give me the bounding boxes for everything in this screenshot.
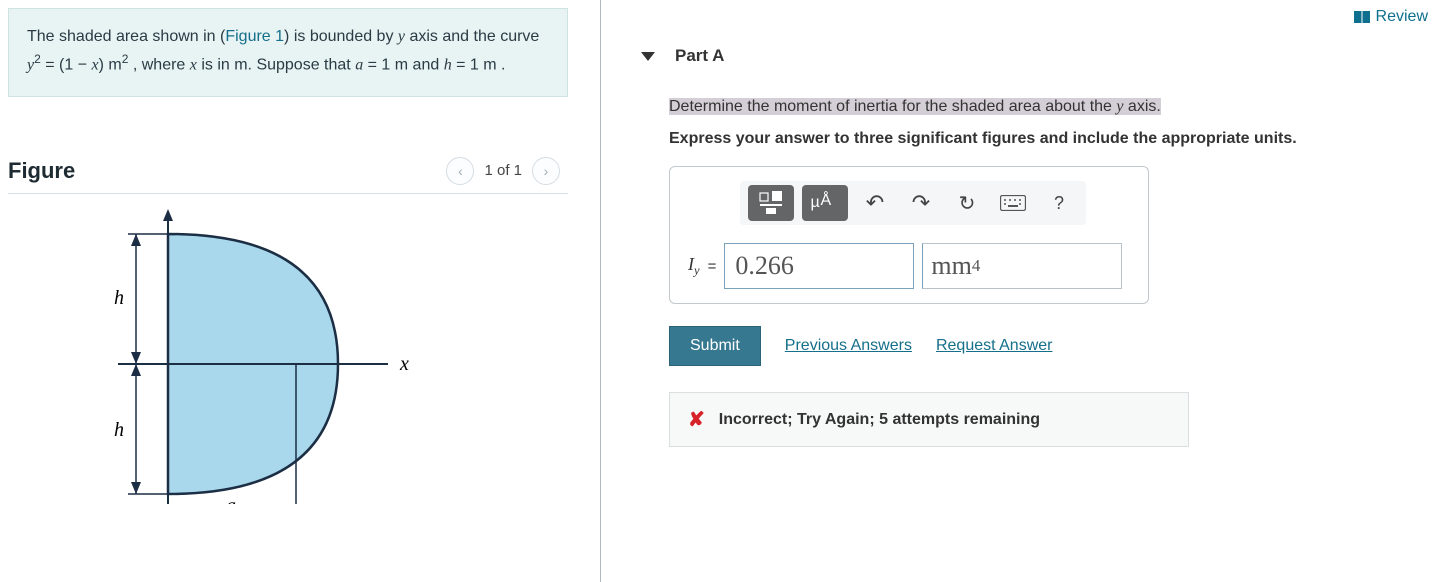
keyboard-icon bbox=[1000, 195, 1026, 211]
pager-next-button[interactable]: › bbox=[532, 157, 560, 185]
answer-box: µÅ µÅ ↶ ↷ ↻ ? Iy = mm4 bbox=[669, 166, 1149, 304]
figure-link[interactable]: Figure 1 bbox=[225, 28, 284, 45]
text: = 1 m bbox=[363, 56, 408, 73]
question-prompt: Determine the moment of inertia for the … bbox=[669, 98, 1442, 116]
submit-button[interactable]: Submit bbox=[669, 326, 761, 366]
text: and bbox=[408, 56, 444, 73]
reset-button[interactable]: ↻ bbox=[948, 185, 986, 221]
book-icon bbox=[1354, 11, 1370, 23]
previous-answers-link[interactable]: Previous Answers bbox=[785, 337, 912, 355]
undo-button[interactable]: ↶ bbox=[856, 185, 894, 221]
text: is in m. Suppose that bbox=[197, 56, 355, 73]
pager-prev-button[interactable]: ‹ bbox=[446, 157, 474, 185]
eq: = (1 − bbox=[41, 56, 92, 73]
figure-svg: x h h a bbox=[48, 204, 488, 504]
dim-a: a bbox=[226, 495, 236, 504]
eq: x bbox=[92, 56, 99, 73]
collapse-toggle[interactable] bbox=[641, 52, 655, 61]
part-title: Part A bbox=[675, 46, 724, 66]
unit-exp: 4 bbox=[972, 256, 980, 276]
figure-title: Figure bbox=[8, 158, 446, 184]
problem-statement: The shaded area shown in (Figure 1) is b… bbox=[8, 8, 568, 97]
var-y: y bbox=[398, 28, 405, 45]
axis-x-label: x bbox=[399, 353, 409, 375]
answer-unit-input[interactable]: mm4 bbox=[922, 243, 1122, 289]
figure-scroll[interactable]: x h h a bbox=[48, 204, 538, 504]
pager-label: 1 of 1 bbox=[484, 162, 522, 179]
review-label: Review bbox=[1376, 8, 1428, 26]
equation-toolbar: µÅ µÅ ↶ ↷ ↻ ? bbox=[740, 181, 1086, 225]
unit-base: mm bbox=[931, 251, 971, 281]
redo-button[interactable]: ↷ bbox=[902, 185, 940, 221]
var-h: h bbox=[444, 56, 452, 73]
equals: = bbox=[708, 258, 717, 275]
dim-h2: h bbox=[114, 419, 124, 441]
dim-h1: h bbox=[114, 287, 124, 309]
eq: ) m bbox=[99, 56, 122, 73]
text: axis and the curve bbox=[405, 28, 539, 45]
eq: 2 bbox=[34, 52, 41, 66]
var-a: a bbox=[355, 56, 363, 73]
request-answer-link[interactable]: Request Answer bbox=[936, 337, 1053, 355]
feedback-text: Incorrect; Try Again; 5 attempts remaini… bbox=[719, 411, 1040, 429]
figure-pager: ‹ 1 of 1 › bbox=[446, 157, 560, 185]
text: axis. bbox=[1123, 98, 1160, 115]
review-link[interactable]: Review bbox=[1354, 8, 1428, 26]
fraction-icon bbox=[758, 191, 784, 215]
keyboard-button[interactable] bbox=[994, 185, 1032, 221]
text: , where bbox=[128, 56, 189, 73]
help-button[interactable]: ? bbox=[1040, 185, 1078, 221]
answer-value-input[interactable] bbox=[724, 243, 914, 289]
units-button[interactable]: µÅ µÅ bbox=[802, 185, 848, 221]
figure-frame: x h h a bbox=[8, 193, 568, 513]
incorrect-icon: ✘ bbox=[688, 407, 705, 432]
text: The shaded area shown in ( bbox=[27, 28, 225, 45]
answer-instruction: Express your answer to three significant… bbox=[669, 130, 1442, 148]
text: = 1 m . bbox=[452, 56, 506, 73]
answer-symbol: Iy bbox=[688, 254, 700, 279]
templates-button[interactable] bbox=[748, 185, 794, 221]
text: ) is bounded by bbox=[284, 28, 398, 45]
text: Determine the moment of inertia for the … bbox=[669, 98, 1116, 115]
feedback-box: ✘ Incorrect; Try Again; 5 attempts remai… bbox=[669, 392, 1189, 447]
var-x: x bbox=[190, 56, 197, 73]
